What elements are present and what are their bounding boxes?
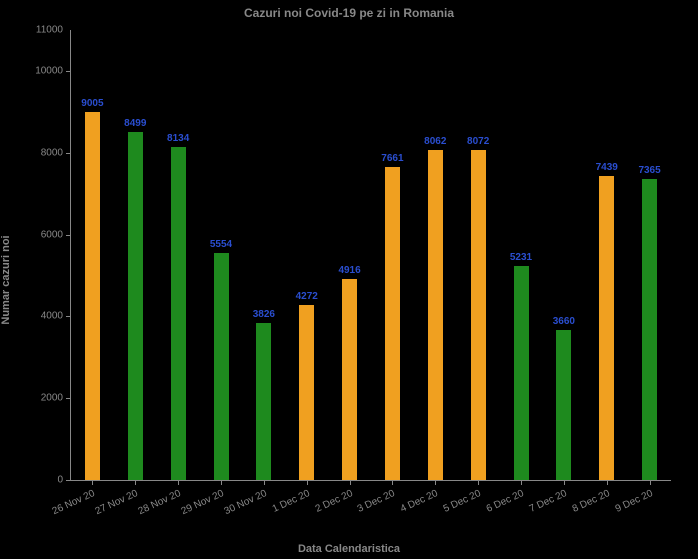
bar-value-label: 4916 [338, 265, 360, 276]
bar-value-label: 7661 [381, 153, 403, 164]
x-tick-label: 9 Dec 20 [613, 488, 654, 515]
x-tick-label: 3 Dec 20 [356, 488, 397, 515]
bar-value-label: 9005 [81, 98, 103, 109]
bar-value-label: 8134 [167, 133, 189, 144]
x-tick-label: 4 Dec 20 [399, 488, 440, 515]
bar: 7365 [642, 179, 657, 480]
bar: 7439 [599, 176, 614, 480]
x-tick-label: 2 Dec 20 [313, 488, 354, 515]
bar-value-label: 3826 [253, 309, 275, 320]
bar: 3660 [556, 330, 571, 480]
x-tick-label: 30 Nov 20 [223, 488, 269, 517]
bar: 4272 [299, 305, 314, 480]
bar: 8499 [128, 132, 143, 480]
x-tick-label: 8 Dec 20 [570, 488, 611, 515]
y-tick-label: 4000 [41, 311, 63, 322]
bar-value-label: 3660 [553, 316, 575, 327]
chart-title: Cazuri noi Covid-19 pe zi in Romania [0, 6, 698, 20]
bar-value-label: 5554 [210, 239, 232, 250]
bar: 5231 [514, 266, 529, 480]
x-axis-label: Data Calendaristica [0, 543, 698, 555]
bar: 8134 [171, 147, 186, 480]
plot-area: 020004000600080001000011000900526 Nov 20… [70, 30, 671, 481]
x-tick-label: 7 Dec 20 [528, 488, 569, 515]
bar-value-label: 7365 [638, 165, 660, 176]
bar-value-label: 8072 [467, 136, 489, 147]
bar: 8072 [471, 150, 486, 480]
bar: 4916 [342, 279, 357, 480]
y-tick-label: 10000 [35, 65, 63, 76]
bar: 3826 [256, 323, 271, 480]
y-tick-label: 6000 [41, 229, 63, 240]
x-tick-label: 28 Nov 20 [137, 488, 183, 517]
bar: 9005 [85, 112, 100, 480]
bar: 7661 [385, 167, 400, 480]
x-tick-label: 29 Nov 20 [180, 488, 226, 517]
x-tick-label: 5 Dec 20 [442, 488, 483, 515]
x-tick-label: 26 Nov 20 [51, 488, 97, 517]
bar-value-label: 8499 [124, 118, 146, 129]
bar-value-label: 7439 [596, 162, 618, 173]
x-tick-label: 1 Dec 20 [270, 488, 311, 515]
bar: 5554 [214, 253, 229, 480]
y-axis-label: Numar cazuri noi [0, 235, 12, 324]
x-tick-label: 6 Dec 20 [485, 488, 526, 515]
y-tick-label: 8000 [41, 147, 63, 158]
y-tick-label: 2000 [41, 393, 63, 404]
y-tick-label: 0 [57, 475, 63, 486]
bar-value-label: 4272 [296, 291, 318, 302]
bar-value-label: 8062 [424, 136, 446, 147]
chart-container: Cazuri noi Covid-19 pe zi in Romania Num… [0, 0, 698, 559]
bar: 8062 [428, 150, 443, 480]
bar-value-label: 5231 [510, 252, 532, 263]
x-tick-label: 27 Nov 20 [94, 488, 140, 517]
y-tick-label: 11000 [36, 25, 63, 36]
